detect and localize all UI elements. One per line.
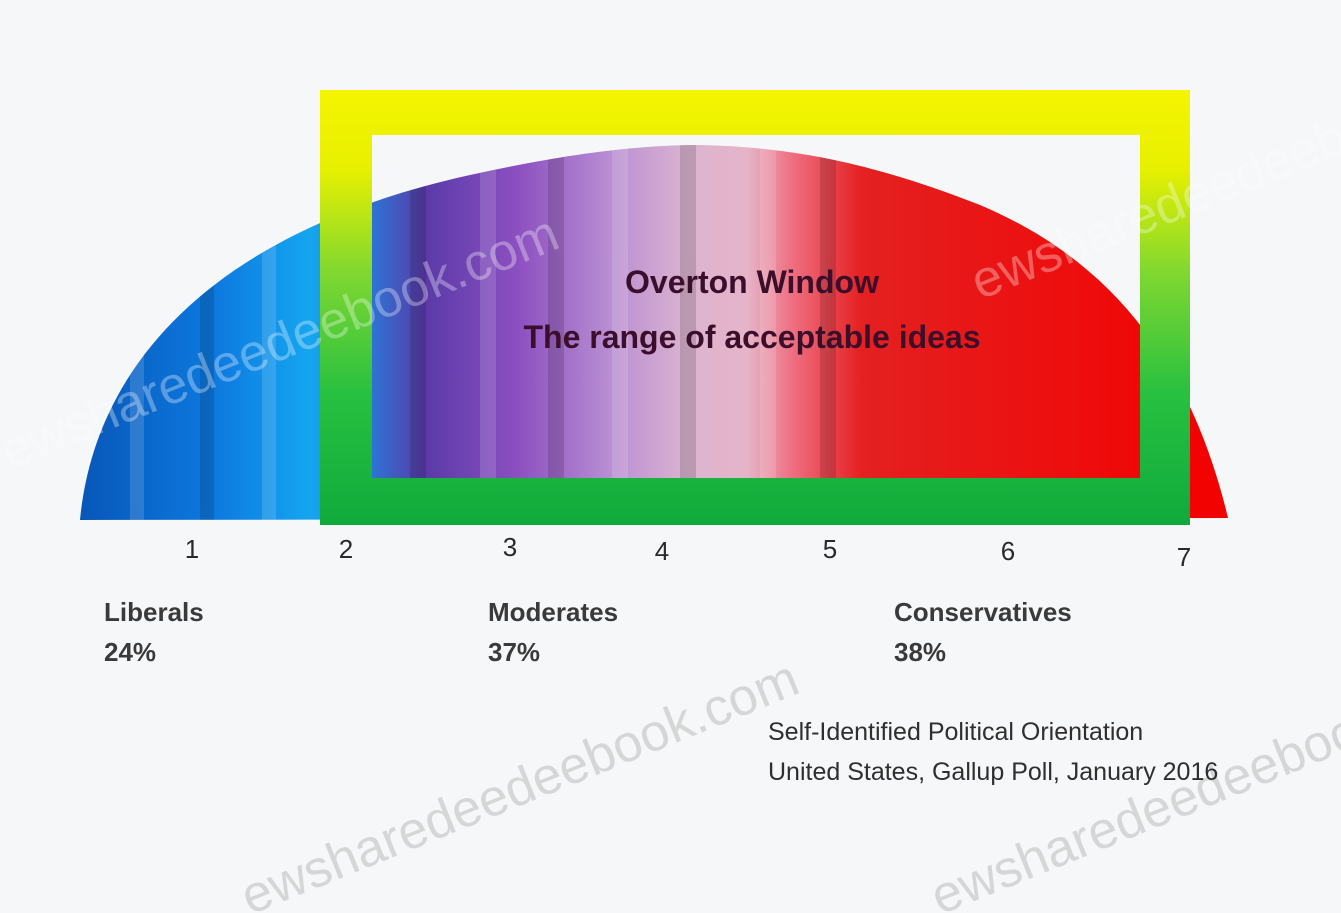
source-note: Self-Identified Political Orientation Un… [768, 712, 1218, 792]
group-liberals-percent: 24% [104, 637, 157, 667]
scale-tick-5: 5 [823, 534, 837, 564]
group-moderates-percent: 37% [488, 637, 541, 667]
group-moderates: Moderates 37% [488, 592, 618, 672]
group-conservatives-name: Conservatives [894, 597, 1072, 627]
watermark-lower-left: ewsharedeedeebook.com [233, 649, 807, 913]
overton-window-title: Overton Window [625, 264, 879, 300]
group-moderates-name: Moderates [488, 597, 619, 627]
scale-tick-1: 1 [185, 534, 199, 564]
scale-tick-4: 4 [655, 536, 669, 566]
scale-tick-2: 2 [339, 534, 353, 564]
group-liberals-name: Liberals [104, 597, 204, 627]
scale-tick-3: 3 [503, 532, 517, 562]
overton-window-subtitle: The range of acceptable ideas [523, 319, 980, 355]
group-conservatives: Conservatives 38% [894, 592, 1072, 672]
source-line-2: United States, Gallup Poll, January 2016 [768, 758, 1219, 786]
overton-window-frame [320, 90, 1190, 525]
scale-tick-6: 6 [1001, 536, 1015, 566]
group-conservatives-percent: 38% [894, 637, 947, 667]
scale-tick-7: 7 [1177, 542, 1191, 572]
source-line-1: Self-Identified Political Orientation [768, 718, 1144, 746]
group-liberals: Liberals 24% [104, 592, 204, 672]
